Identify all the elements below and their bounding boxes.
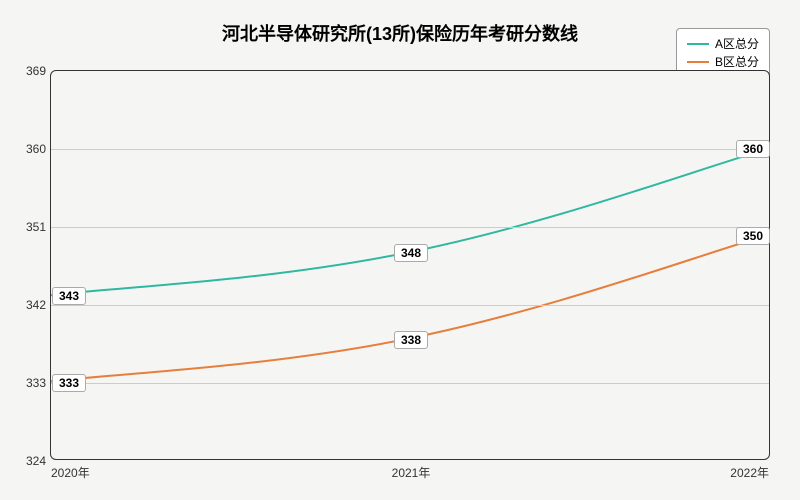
data-label: 338 (394, 331, 428, 349)
grid-line (51, 383, 769, 384)
y-tick-label: 351 (16, 220, 46, 234)
x-tick-label: 2022年 (730, 464, 769, 481)
data-label: 350 (736, 227, 770, 245)
data-label: 333 (52, 374, 86, 392)
y-tick-label: 369 (16, 64, 46, 78)
legend-swatch-b (687, 61, 709, 63)
grid-line (51, 305, 769, 306)
data-label: 360 (736, 140, 770, 158)
chart-container: 河北半导体研究所(13所)保险历年考研分数线 A区总分 B区总分 324 333 3… (0, 0, 800, 500)
x-tick-label: 2020年 (51, 464, 90, 481)
legend-label-a: A区总分 (715, 35, 759, 53)
chart-lines-svg (51, 71, 769, 459)
y-tick-label: 360 (16, 142, 46, 156)
legend-item-a: A区总分 (687, 35, 759, 53)
legend-label-b: B区总分 (715, 53, 759, 71)
x-tick-label: 2021年 (392, 464, 431, 481)
grid-line (51, 149, 769, 150)
series-line (51, 149, 769, 296)
plot-area: 3243333423513603692020年2021年2022年3433483… (50, 70, 770, 460)
y-tick-label: 333 (16, 376, 46, 390)
legend-item-b: B区总分 (687, 53, 759, 71)
y-tick-label: 324 (16, 454, 46, 468)
y-tick-label: 342 (16, 298, 46, 312)
data-label: 348 (394, 244, 428, 262)
grid-line (51, 227, 769, 228)
data-label: 343 (52, 287, 86, 305)
chart-title: 河北半导体研究所(13所)保险历年考研分数线 (222, 20, 578, 46)
legend-swatch-a (687, 43, 709, 45)
